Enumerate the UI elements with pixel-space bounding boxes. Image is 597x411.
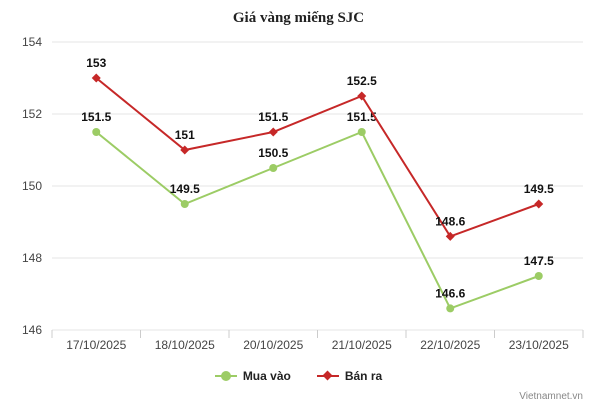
data-point-sell — [91, 73, 101, 83]
legend-item-buy[interactable]: Mua vào — [214, 369, 291, 383]
legend-buy-swatch-icon — [214, 370, 237, 382]
data-label-buy: 150.5 — [258, 146, 288, 160]
x-tick-label: 21/10/2025 — [332, 338, 392, 352]
data-point-sell — [445, 231, 455, 241]
legend: Mua vào Bán ra — [0, 369, 597, 383]
data-point-buy — [269, 164, 278, 172]
data-label-sell: 149.5 — [524, 182, 554, 196]
legend-item-sell[interactable]: Bán ra — [316, 369, 383, 383]
y-tick-label: 154 — [22, 35, 42, 49]
data-point-buy — [92, 128, 101, 136]
data-point-buy — [446, 304, 455, 313]
y-tick-label: 148 — [22, 251, 42, 265]
data-label-sell: 151.5 — [258, 110, 288, 124]
data-label-buy: 151.5 — [81, 110, 111, 124]
data-point-buy — [534, 272, 543, 280]
legend-buy-label: Mua vào — [242, 369, 291, 383]
legend-sell-swatch-icon — [316, 370, 339, 382]
data-label-buy: 151.5 — [347, 110, 377, 124]
x-tick-label: 18/10/2025 — [155, 338, 215, 352]
data-label-sell: 153 — [86, 56, 106, 70]
data-label-buy: 149.5 — [170, 182, 200, 196]
series-line-buy — [95, 130, 540, 310]
data-point-sell — [357, 91, 367, 101]
x-tick-label: 23/10/2025 — [509, 338, 569, 352]
data-point-sell — [180, 145, 190, 155]
data-label-sell: 148.6 — [435, 214, 465, 228]
data-label-sell: 151 — [175, 128, 195, 142]
source-credit: Vietnamnet.vn — [519, 391, 583, 402]
legend-sell-label: Bán ra — [344, 369, 383, 383]
data-label-buy: 146.6 — [435, 286, 465, 300]
x-tick-label: 20/10/2025 — [243, 338, 303, 352]
chart-title: Giá vàng miếng SJC — [232, 10, 365, 26]
y-tick-label: 146 — [22, 323, 42, 337]
data-label-sell: 152.5 — [347, 74, 377, 88]
y-tick-label: 152 — [22, 107, 42, 121]
x-tick-label: 17/10/2025 — [66, 338, 126, 352]
x-tick-label: 22/10/2025 — [420, 338, 480, 352]
series-line-sell — [95, 77, 540, 238]
data-point-buy — [180, 200, 189, 208]
y-tick-label: 150 — [22, 179, 42, 193]
data-point-sell — [534, 199, 544, 209]
data-point-buy — [357, 128, 366, 136]
data-point-sell — [268, 127, 278, 137]
data-label-buy: 147.5 — [524, 254, 554, 268]
